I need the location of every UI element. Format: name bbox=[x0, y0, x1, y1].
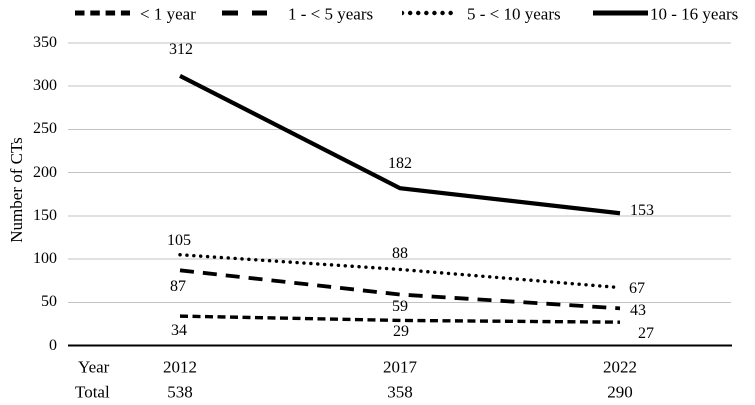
total-value: 358 bbox=[387, 382, 413, 402]
total-value: 538 bbox=[167, 382, 193, 402]
y-axis-tick-label: 300 bbox=[33, 77, 57, 95]
data-label-5-10-years: 67 bbox=[629, 279, 645, 297]
data-label-5-10-years: 88 bbox=[392, 245, 408, 263]
y-axis-tick-label: 150 bbox=[33, 206, 57, 224]
series-line-1-5-years bbox=[179, 268, 621, 311]
legend-line-sample-10-16-years bbox=[593, 10, 648, 16]
year-value: 2012 bbox=[163, 357, 197, 377]
data-label-1-5-years: 87 bbox=[170, 278, 186, 296]
series-line-10-16-years bbox=[179, 73, 621, 216]
legend-label-10-16-years: 10 - 16 years bbox=[650, 4, 739, 24]
total-row-label: Total bbox=[75, 382, 110, 402]
data-label-1-year: 29 bbox=[393, 323, 409, 341]
data-label-1-year: 27 bbox=[638, 325, 654, 343]
legend-line-sample-1-year bbox=[75, 10, 130, 16]
y-axis-tick-label: 250 bbox=[33, 120, 57, 138]
data-label-10-16-years: 182 bbox=[388, 155, 412, 173]
legend-label-1-year: < 1 year bbox=[140, 4, 196, 24]
y-axis-tick-label: 200 bbox=[33, 163, 57, 181]
y-axis-tick-label: 50 bbox=[41, 293, 57, 311]
data-label-1-5-years: 43 bbox=[630, 302, 646, 320]
series-line-1-year bbox=[179, 314, 621, 324]
data-label-10-16-years: 312 bbox=[169, 40, 193, 58]
year-value: 2022 bbox=[603, 357, 637, 377]
y-axis-tick-label: 100 bbox=[33, 250, 57, 268]
y-axis-tick-label: 0 bbox=[49, 336, 57, 354]
y-axis-tick-label: 350 bbox=[33, 34, 57, 51]
y-axis-title: Number of CTs bbox=[7, 137, 26, 243]
year-row-label: Year bbox=[78, 357, 110, 377]
legend-line-sample-1-5-years bbox=[222, 10, 267, 16]
total-value: 290 bbox=[607, 382, 633, 402]
legend-label-1-5-years: 1 - < 5 years bbox=[288, 4, 374, 24]
data-label-1-year: 34 bbox=[171, 322, 187, 340]
data-label-10-16-years: 153 bbox=[630, 202, 654, 220]
data-label-5-10-years: 105 bbox=[167, 231, 191, 249]
series-line-5-10-years bbox=[178, 253, 622, 290]
year-value: 2017 bbox=[383, 357, 417, 377]
legend-label-5-10-years: 5 - < 10 years bbox=[467, 4, 561, 24]
legend-line-sample-5-10-years bbox=[402, 10, 457, 16]
data-label-1-5-years: 59 bbox=[392, 297, 408, 315]
